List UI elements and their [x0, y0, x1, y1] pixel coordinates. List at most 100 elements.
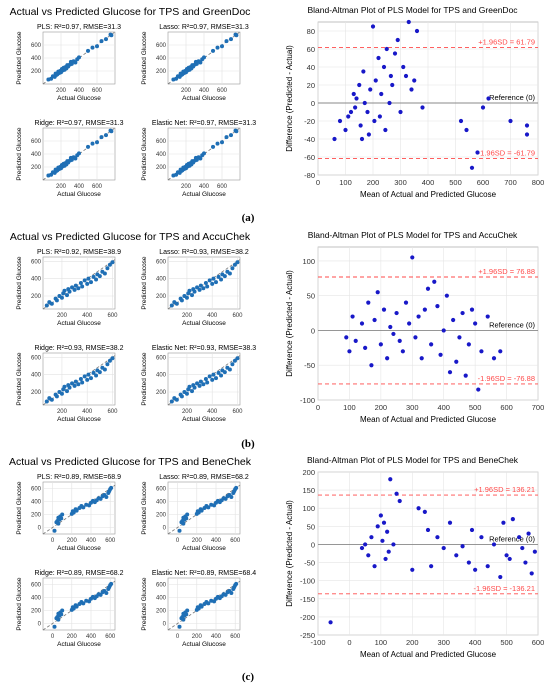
- data-point: [388, 73, 393, 79]
- data-point: [80, 380, 85, 385]
- x-axis-label: Actual Glucose: [57, 416, 101, 423]
- data-point: [366, 132, 371, 137]
- data-point: [202, 55, 206, 60]
- x-tick-label: 500: [500, 638, 513, 647]
- y-axis-label: Predicted Glucose: [141, 577, 148, 630]
- data-point: [384, 46, 389, 52]
- data-point: [104, 494, 109, 499]
- data-point: [195, 381, 200, 386]
- data-point: [104, 133, 108, 138]
- y-tick-label: 200: [156, 165, 167, 171]
- data-point: [73, 283, 78, 288]
- data-point: [401, 64, 406, 70]
- data-point: [359, 136, 365, 142]
- data-point: [211, 372, 216, 377]
- data-point: [65, 293, 69, 298]
- x-tick-label: 400: [469, 638, 482, 647]
- identity-line: [42, 484, 116, 535]
- data-point: [473, 321, 478, 326]
- data-point: [397, 338, 402, 343]
- y-tick-label: 200: [156, 390, 167, 396]
- data-point: [85, 281, 90, 286]
- x-tick-label: 400: [207, 313, 218, 319]
- data-point: [429, 342, 434, 347]
- data-point: [76, 286, 81, 291]
- x-tick-label: 400: [199, 88, 210, 94]
- x-tick-label: 600: [92, 184, 103, 190]
- data-point: [60, 512, 65, 517]
- data-point: [412, 78, 417, 83]
- data-point: [73, 379, 78, 384]
- x-axis-label: Actual Glucose: [182, 416, 226, 423]
- y-tick-label: 400: [156, 373, 167, 379]
- data-point: [377, 114, 382, 119]
- data-point: [375, 524, 380, 529]
- x-tick-label: 400: [211, 634, 222, 640]
- data-point: [81, 505, 86, 510]
- line-label: +1.96SD = 61.79: [478, 37, 535, 46]
- x-tick-label: 400: [422, 178, 435, 187]
- data-point: [198, 60, 203, 65]
- data-point: [54, 394, 59, 399]
- y-tick-label: -50: [304, 559, 315, 568]
- x-tick-label: 400: [86, 538, 97, 544]
- data-point: [72, 383, 77, 388]
- data-point: [466, 560, 471, 565]
- x-tick-label: 600: [232, 313, 243, 319]
- data-point: [234, 581, 239, 586]
- data-point: [441, 328, 446, 333]
- x-tick-label: 600: [92, 88, 103, 94]
- plot-frame: [317, 246, 539, 401]
- y-tick-label: 400: [31, 373, 42, 379]
- data-point: [216, 370, 221, 375]
- data-point: [86, 48, 90, 53]
- data-point: [388, 477, 393, 482]
- data-point: [179, 394, 184, 399]
- line-label: Reference (0): [489, 93, 535, 102]
- data-point: [192, 289, 197, 294]
- chart-title: Bland-Altman Plot of PLS Model for TPS a…: [307, 5, 518, 15]
- y-tick-label: 600: [31, 487, 42, 493]
- x-tick-label: 200: [57, 409, 68, 415]
- x-tick-label: 200: [375, 403, 388, 412]
- y-tick-label: 200: [31, 513, 42, 519]
- data-point: [520, 545, 525, 551]
- data-point: [199, 604, 204, 609]
- data-point: [71, 510, 76, 515]
- data-point: [379, 91, 384, 97]
- data-point: [199, 508, 204, 513]
- y-tick-label: 40: [307, 63, 315, 72]
- y-axis-label: Difference (Predicted - Actual): [285, 500, 294, 607]
- x-tick-label: 600: [230, 538, 241, 544]
- data-point: [54, 298, 59, 303]
- data-point: [403, 73, 409, 79]
- data-point: [235, 260, 240, 265]
- data-point: [369, 535, 374, 540]
- data-point: [359, 545, 365, 551]
- data-point: [56, 521, 61, 526]
- data-point: [517, 535, 522, 540]
- data-point: [77, 151, 81, 156]
- chart-title: Actual vs Predicted Glucose for TPS and …: [9, 456, 252, 468]
- data-point: [210, 281, 215, 286]
- data-point: [361, 69, 366, 74]
- data-point: [52, 528, 57, 533]
- data-point: [52, 624, 57, 629]
- data-point: [414, 28, 420, 34]
- data-point: [104, 37, 108, 42]
- data-point: [441, 545, 446, 551]
- data-point: [363, 542, 368, 547]
- data-point: [198, 156, 203, 161]
- line-label: -1.96SD = -61.79: [478, 149, 535, 158]
- data-point: [381, 64, 387, 70]
- data-point: [110, 356, 115, 361]
- subplot-title: Ridge: R²=0.93, RMSE=38.2: [34, 345, 123, 352]
- y-axis-label: Predicted Glucose: [16, 256, 23, 309]
- y-tick-label: 400: [156, 500, 167, 506]
- y-tick-label: 400: [156, 277, 167, 283]
- data-point: [197, 383, 202, 388]
- y-tick-label: 0: [38, 526, 42, 532]
- x-tick-label: 600: [500, 403, 513, 412]
- chart-title: Bland-Altman Plot of PLS Model for TPS a…: [307, 455, 519, 465]
- subplot-title: Lasso: R²=0.89, RMSE=68.2: [159, 474, 249, 481]
